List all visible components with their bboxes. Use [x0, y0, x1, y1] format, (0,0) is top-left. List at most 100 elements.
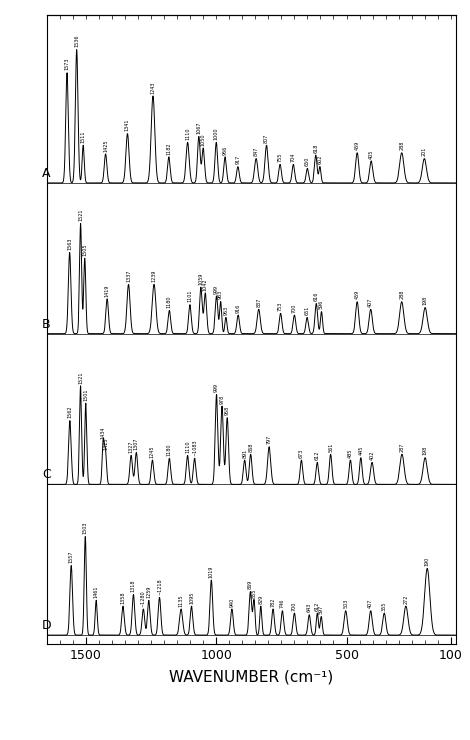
Text: 837: 837 [256, 297, 261, 307]
Text: 958: 958 [225, 406, 230, 415]
Text: 1019: 1019 [209, 565, 214, 578]
Text: 407: 407 [368, 297, 373, 307]
Text: 1180: 1180 [167, 443, 172, 456]
Text: 700: 700 [292, 303, 297, 313]
Text: 1501: 1501 [83, 388, 88, 401]
Text: 782: 782 [271, 597, 275, 607]
Text: 1573: 1573 [64, 58, 70, 70]
Text: 503: 503 [343, 599, 348, 608]
Text: 1557: 1557 [69, 551, 74, 563]
Text: 978: 978 [219, 394, 225, 404]
Text: 1182: 1182 [166, 142, 172, 155]
Text: 288: 288 [399, 141, 404, 150]
Text: 1461: 1461 [94, 585, 99, 598]
Text: 868: 868 [248, 443, 253, 452]
Text: 855: 855 [251, 588, 257, 598]
Text: 940: 940 [229, 597, 235, 607]
Text: 755: 755 [278, 152, 282, 162]
Text: 190: 190 [425, 557, 430, 566]
Text: 1521: 1521 [78, 371, 83, 383]
Text: 1562: 1562 [67, 406, 72, 418]
Text: 1536: 1536 [74, 35, 79, 47]
Text: 1503: 1503 [83, 522, 88, 534]
Text: 1419: 1419 [105, 284, 110, 297]
Text: ~1083: ~1083 [192, 440, 197, 456]
Text: 1307: 1307 [134, 437, 139, 450]
Text: 1259: 1259 [146, 585, 151, 598]
Text: 1059: 1059 [198, 272, 204, 285]
Text: 847: 847 [254, 147, 258, 156]
Text: 917: 917 [235, 155, 241, 164]
Text: 287: 287 [400, 443, 405, 452]
Text: 201: 201 [422, 147, 427, 156]
Text: 1135: 1135 [179, 594, 184, 607]
Text: 1180: 1180 [167, 296, 172, 308]
Text: 1425: 1425 [103, 139, 108, 152]
Text: 1505: 1505 [82, 243, 87, 256]
Text: 198: 198 [423, 446, 428, 455]
Text: 407: 407 [368, 599, 373, 608]
Text: 1110: 1110 [185, 440, 190, 453]
Text: 963: 963 [223, 306, 228, 315]
Text: 1050: 1050 [201, 133, 206, 146]
Text: 602: 602 [317, 155, 322, 164]
Text: 1095: 1095 [189, 591, 194, 604]
Text: 1101: 1101 [188, 290, 193, 303]
Text: 616: 616 [314, 292, 319, 301]
Text: 1110: 1110 [185, 127, 190, 140]
Text: 673: 673 [299, 448, 304, 458]
Text: 272: 272 [403, 594, 408, 604]
Text: 1337: 1337 [126, 269, 131, 282]
Text: 288: 288 [399, 290, 404, 300]
Text: 797: 797 [266, 435, 272, 445]
Text: 405: 405 [369, 149, 374, 158]
Text: 829: 829 [258, 594, 263, 604]
Text: 1000: 1000 [214, 127, 219, 140]
Text: 983: 983 [218, 290, 223, 300]
Text: 1341: 1341 [125, 119, 130, 131]
Text: 1358: 1358 [120, 591, 125, 604]
Text: 596: 596 [319, 300, 324, 309]
Text: 1563: 1563 [67, 238, 72, 250]
Text: 618: 618 [313, 144, 318, 152]
Text: 459: 459 [355, 290, 360, 300]
Text: ~1218: ~1218 [157, 579, 162, 595]
Text: 966: 966 [223, 145, 227, 155]
Text: 1434: 1434 [101, 426, 106, 439]
Text: 198: 198 [423, 296, 428, 305]
Text: D: D [42, 619, 51, 632]
Text: C: C [42, 468, 51, 482]
Text: 459: 459 [355, 141, 360, 150]
Text: 355: 355 [382, 602, 387, 610]
Text: A: A [42, 167, 50, 180]
Text: 1245: 1245 [150, 445, 155, 458]
Text: 597: 597 [319, 605, 324, 614]
Text: 485: 485 [348, 448, 353, 458]
Text: 1067: 1067 [196, 121, 201, 134]
Text: 402: 402 [369, 451, 375, 460]
Text: 753: 753 [278, 302, 283, 311]
Text: 1327: 1327 [129, 440, 133, 453]
Text: 1511: 1511 [81, 130, 86, 143]
Text: 999: 999 [214, 285, 219, 294]
Text: 650: 650 [305, 157, 310, 166]
Text: 612: 612 [315, 602, 320, 610]
Text: 704: 704 [291, 152, 296, 162]
Text: 445: 445 [358, 446, 363, 455]
Text: 891: 891 [242, 448, 247, 458]
Text: 807: 807 [264, 133, 269, 143]
Text: 1521: 1521 [78, 209, 83, 221]
Text: 916: 916 [235, 303, 241, 313]
Text: 869: 869 [248, 580, 253, 589]
Text: 1425: 1425 [103, 437, 108, 450]
Text: 999: 999 [214, 383, 219, 392]
Text: 561: 561 [328, 443, 333, 452]
Text: 1239: 1239 [151, 269, 157, 282]
Text: 1042: 1042 [203, 278, 208, 291]
Text: 612: 612 [315, 451, 320, 460]
Text: 651: 651 [305, 306, 310, 315]
Text: 746: 746 [280, 599, 285, 608]
Text: B: B [42, 317, 50, 331]
Text: 700: 700 [292, 602, 297, 610]
X-axis label: WAVENUMBER (cm⁻¹): WAVENUMBER (cm⁻¹) [169, 670, 334, 685]
